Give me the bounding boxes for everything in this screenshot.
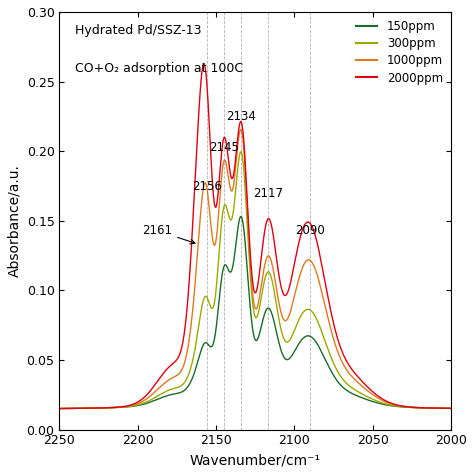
Text: 2090: 2090 xyxy=(295,225,325,237)
Text: 2145: 2145 xyxy=(209,141,239,154)
Text: 2134: 2134 xyxy=(226,110,256,123)
Legend: 150ppm, 300ppm, 1000ppm, 2000ppm: 150ppm, 300ppm, 1000ppm, 2000ppm xyxy=(351,16,447,89)
X-axis label: Wavenumber/cm⁻¹: Wavenumber/cm⁻¹ xyxy=(190,453,321,467)
Text: 2156: 2156 xyxy=(191,180,222,193)
Y-axis label: Absorbance/a.u.: Absorbance/a.u. xyxy=(7,164,21,277)
Text: Hydrated Pd/SSZ-13: Hydrated Pd/SSZ-13 xyxy=(75,25,201,37)
Text: 2161: 2161 xyxy=(142,224,195,244)
Text: 2117: 2117 xyxy=(253,187,283,200)
Text: CO+O₂ adsorption at 100C: CO+O₂ adsorption at 100C xyxy=(75,62,243,75)
